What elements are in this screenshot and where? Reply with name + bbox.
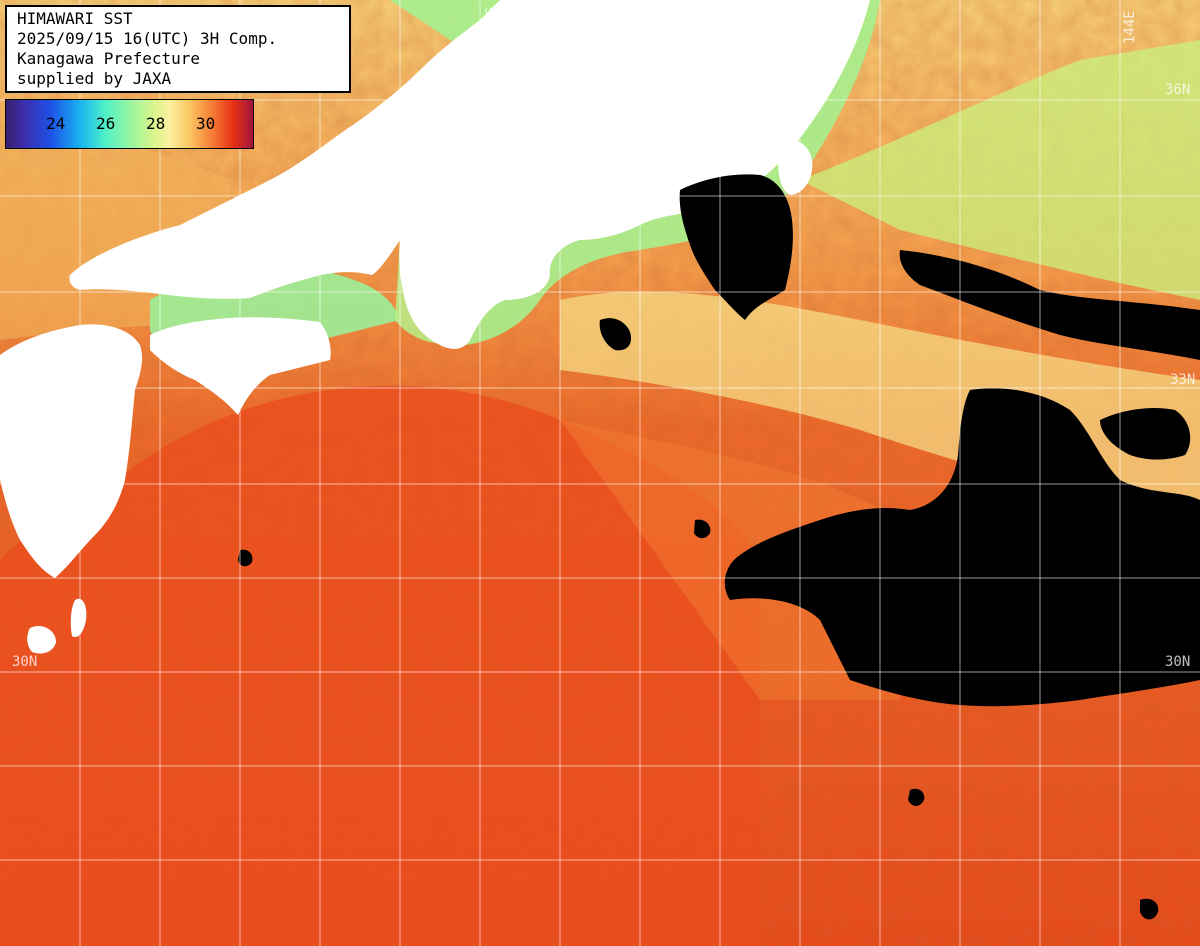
land-boso-peninsula bbox=[778, 139, 813, 195]
colorbar-tick-label: 30 bbox=[196, 114, 216, 133]
land-izu-peninsula bbox=[530, 195, 558, 242]
lon-label-144e: 144E bbox=[1122, 10, 1138, 44]
cloud-patch-small-3 bbox=[908, 788, 925, 806]
cloud-patch-small-4 bbox=[1140, 898, 1159, 920]
map-credit: supplied by JAXA bbox=[17, 69, 172, 88]
cloud-patch-small-1 bbox=[694, 519, 711, 539]
colorbar-tick-label: 24 bbox=[46, 114, 66, 133]
cloud-offshore-strip bbox=[899, 250, 1200, 360]
lat-label-36n: 36N bbox=[1165, 82, 1191, 98]
offshore-cool-water-east bbox=[800, 40, 1200, 300]
kuroshio-warm-band bbox=[0, 385, 760, 946]
lat-label-30n-right: 30N bbox=[1165, 654, 1191, 670]
colorbar-tick-label: 28 bbox=[146, 114, 166, 133]
lat-label-33n: 33N bbox=[1170, 372, 1196, 388]
cloud-main-mass bbox=[724, 388, 1200, 707]
land-sado-island bbox=[477, 153, 498, 184]
land-yakushima bbox=[27, 625, 56, 654]
land-tanegashima bbox=[70, 598, 87, 638]
lat-label-30n-left: 30N bbox=[12, 654, 38, 670]
colorbar-tick-label: 26 bbox=[96, 114, 116, 133]
land-honshu bbox=[69, 0, 870, 349]
lon-label-138e: 138E bbox=[484, 6, 500, 40]
land-noto-coast bbox=[420, 99, 472, 159]
cloud-patch-kanto-east bbox=[599, 318, 632, 351]
cloud-cover bbox=[238, 174, 1200, 920]
map-timestamp: 2025/09/15 16(UTC) 3H Comp. bbox=[17, 29, 278, 48]
cloud-patch-small-2 bbox=[238, 549, 253, 567]
cloud-sagami-bay bbox=[679, 174, 793, 320]
map-title: HIMAWARI SST bbox=[17, 9, 133, 28]
temperature-colorbar: 24 26 28 30 bbox=[5, 99, 254, 149]
central-warm-water bbox=[560, 420, 900, 700]
cloud-patch-east bbox=[1100, 408, 1191, 460]
map-region: Kanagawa Prefecture bbox=[17, 49, 201, 68]
map-info-box: HIMAWARI SST 2025/09/15 16(UTC) 3H Comp.… bbox=[5, 5, 351, 93]
